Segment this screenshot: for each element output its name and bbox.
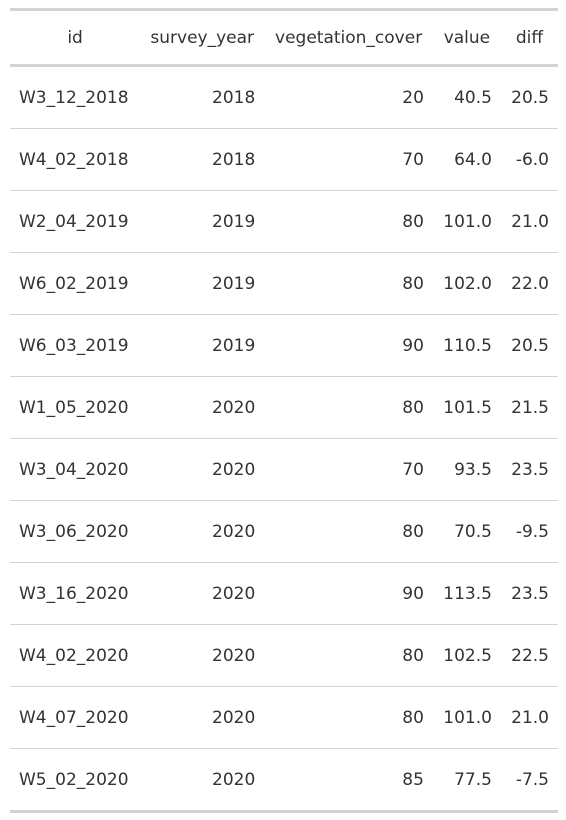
cell-id: W4_02_2020 xyxy=(10,624,141,687)
cell-survey-year: 2018 xyxy=(140,128,265,191)
cell-vegetation-cover: 85 xyxy=(264,748,433,812)
table-row: W3_06_2020 2020 80 70.5 -9.5 xyxy=(10,500,558,563)
cell-id: W3_12_2018 xyxy=(19,87,129,108)
cell-diff: -7.5 xyxy=(500,748,558,812)
cell-value: 101.0 xyxy=(432,686,501,749)
cell-value: 113.5 xyxy=(432,562,501,625)
cell-value: 101.0 xyxy=(432,190,501,253)
cell-value: 64.0 xyxy=(432,128,501,191)
cell-survey-year: 2019 xyxy=(140,314,265,377)
table-row: W4_02_2018 2018 70 64.0 -6.0 xyxy=(10,128,558,191)
cell-diff: 22.0 xyxy=(500,252,558,315)
cell-vegetation-cover: 90 xyxy=(264,562,433,625)
cell-diff: 21.0 xyxy=(500,686,558,749)
cell-survey-year: 2018 xyxy=(212,87,256,108)
cell-id: W4_07_2020 xyxy=(10,686,141,749)
table-row: W6_03_2019 2019 90 110.5 20.5 xyxy=(10,314,558,377)
cell-survey-year: 2020 xyxy=(140,624,265,687)
table-body: W3_12_2018 2018 20 40.5 20.5 W4_02_2018 2018 70… xyxy=(10,66,558,812)
cell-value: 40.5 xyxy=(454,87,492,108)
table-row: W5_02_2020 2020 85 77.5 -7.5 xyxy=(10,748,558,812)
column-header-value: value xyxy=(432,9,501,67)
cell-id: W3_04_2020 xyxy=(10,438,141,501)
cell-id: W6_02_2019 xyxy=(10,252,141,315)
cell-vegetation-cover: 80 xyxy=(264,252,433,315)
cell-value: 70.5 xyxy=(432,500,501,563)
cell-survey-year: 2019 xyxy=(140,252,265,315)
cell-diff: 20.5 xyxy=(511,87,549,108)
cell-vegetation-cover: 70 xyxy=(264,438,433,501)
cell-vegetation-cover: 80 xyxy=(264,190,433,253)
cell-value: 102.0 xyxy=(432,252,501,315)
cell-value: 110.5 xyxy=(432,314,501,377)
cell-id: W1_05_2020 xyxy=(10,376,141,439)
cell-diff: 23.5 xyxy=(500,562,558,625)
cell-vegetation-cover: 80 xyxy=(264,376,433,439)
cell-survey-year: 2020 xyxy=(140,500,265,563)
cell-id: W6_03_2019 xyxy=(10,314,141,377)
cell-diff: 21.0 xyxy=(500,190,558,253)
column-header-survey-year: survey_year xyxy=(140,9,265,67)
table-row: W3_16_2020 2020 90 113.5 23.5 xyxy=(10,562,558,625)
cell-survey-year: 2019 xyxy=(140,190,265,253)
cell-vegetation-cover: 80 xyxy=(264,500,433,563)
table-row: W4_02_2020 2020 80 102.5 22.5 xyxy=(10,624,558,687)
cell-vegetation-cover: 70 xyxy=(264,128,433,191)
cell-vegetation-cover: 90 xyxy=(264,314,433,377)
column-header-vegetation-cover: vegetation_cover xyxy=(264,9,433,67)
cell-diff: -9.5 xyxy=(500,500,558,563)
cell-value: 102.5 xyxy=(432,624,501,687)
cell-diff: 23.5 xyxy=(500,438,558,501)
cell-id: W2_04_2019 xyxy=(10,190,141,253)
cell-id: W3_16_2020 xyxy=(10,562,141,625)
cell-survey-year: 2020 xyxy=(140,562,265,625)
cell-vegetation-cover: 20 xyxy=(402,87,424,108)
cell-diff: -6.0 xyxy=(500,128,558,191)
header-row: id survey_year vegetation_cover value diff xyxy=(10,9,558,67)
table-row: W4_07_2020 2020 80 101.0 21.0 xyxy=(10,686,558,749)
table-row: W6_02_2019 2019 80 102.0 22.0 xyxy=(10,252,558,315)
cell-vegetation-cover: 80 xyxy=(264,624,433,687)
cell-vegetation-cover: 80 xyxy=(264,686,433,749)
column-header-id: id xyxy=(10,9,141,67)
data-table: id survey_year vegetation_cover value diff W… xyxy=(10,8,558,813)
cell-value: 93.5 xyxy=(432,438,501,501)
cell-survey-year: 2020 xyxy=(140,748,265,812)
cell-survey-year: 2020 xyxy=(140,438,265,501)
cell-id: W3_06_2020 xyxy=(10,500,141,563)
table-row: W2_04_2019 2019 80 101.0 21.0 xyxy=(10,190,558,253)
cell-survey-year: 2020 xyxy=(140,686,265,749)
cell-value: 101.5 xyxy=(432,376,501,439)
cell-survey-year: 2020 xyxy=(140,376,265,439)
cell-diff: 21.5 xyxy=(500,376,558,439)
cell-value: 77.5 xyxy=(432,748,501,812)
table-row: W3_12_2018 2018 20 40.5 20.5 xyxy=(10,66,558,129)
table-header: id survey_year vegetation_cover value diff xyxy=(10,9,558,67)
cell-diff: 20.5 xyxy=(500,314,558,377)
cell-diff: 22.5 xyxy=(500,624,558,687)
column-header-diff: diff xyxy=(500,9,558,67)
table-row: W3_04_2020 2020 70 93.5 23.5 xyxy=(10,438,558,501)
cell-id: W5_02_2020 xyxy=(10,748,141,812)
table-row: W1_05_2020 2020 80 101.5 21.5 xyxy=(10,376,558,439)
cell-id: W4_02_2018 xyxy=(10,128,141,191)
